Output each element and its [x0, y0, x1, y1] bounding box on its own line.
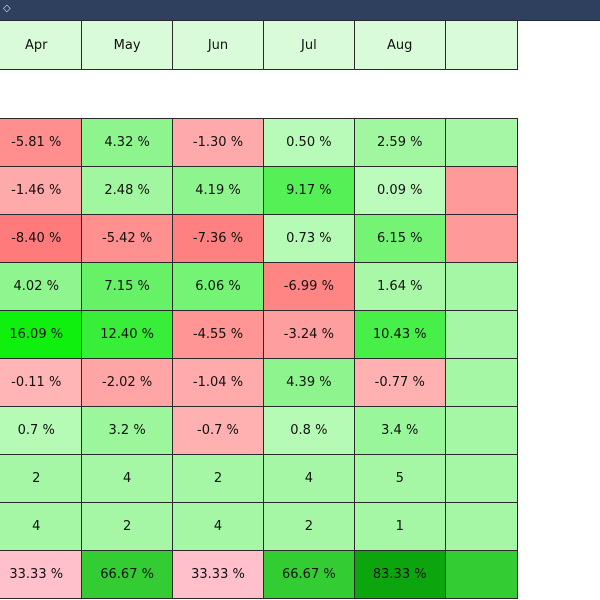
table-cell[interactable]: 83.33 %	[353, 550, 446, 599]
table-cell[interactable]: -1.46 %	[0, 166, 83, 215]
table-cell[interactable]: 6.15 %	[353, 214, 446, 263]
table-cell[interactable]: 2.48 %	[81, 166, 174, 215]
table-cell[interactable]: 0.73 %	[262, 214, 355, 263]
table-cell[interactable]: -6.99 %	[262, 262, 355, 311]
table-cell[interactable]	[444, 262, 519, 311]
table-cell[interactable]: -3.24 %	[262, 310, 355, 359]
column-header[interactable]: Jul	[262, 20, 355, 70]
table-cell[interactable]: -5.42 %	[81, 214, 174, 263]
table-cell[interactable]: -0.7 %	[172, 406, 264, 455]
column-header[interactable]: Jun	[172, 20, 264, 70]
table-cell[interactable]	[444, 550, 519, 599]
table-cell[interactable]: 2	[262, 502, 355, 551]
table-cell[interactable]: 3.4 %	[353, 406, 446, 455]
table-cell[interactable]	[444, 214, 519, 263]
table-cell[interactable]: 12.40 %	[81, 310, 174, 359]
table-cell[interactable]: 66.67 %	[262, 550, 355, 599]
table-row: 16.09 % 12.40 % -4.55 % -3.24 % 10.43 %	[0, 310, 519, 359]
table-cell[interactable]	[444, 502, 519, 551]
table-cell[interactable]: 4.02 %	[0, 262, 83, 311]
table-cell[interactable]: 0.8 %	[262, 406, 355, 455]
table-cell[interactable]: 7.15 %	[81, 262, 174, 311]
table-cell[interactable]: -2.02 %	[81, 358, 174, 407]
table-row: 4.02 % 7.15 % 6.06 % -6.99 % 1.64 %	[0, 262, 519, 311]
table-cell[interactable]: 16.09 %	[0, 310, 83, 359]
table-cell[interactable]: 4.19 %	[172, 166, 264, 215]
table-cell[interactable]	[444, 454, 519, 503]
column-header[interactable]: Apr	[0, 20, 83, 70]
table-cell[interactable]: 10.43 %	[353, 310, 446, 359]
table-cell[interactable]: 66.67 %	[81, 550, 174, 599]
table-cell[interactable]: 2	[0, 454, 83, 503]
table-row: 33.33 % 66.67 % 33.33 % 66.67 % 83.33 %	[0, 550, 519, 599]
table-cell[interactable]: 4	[172, 502, 264, 551]
table-cell[interactable]: 0.7 %	[0, 406, 83, 455]
table-cell[interactable]: -0.11 %	[0, 358, 83, 407]
monthly-returns-table: Apr May Jun Jul Aug -5.81 % 4.32 % -1.30 % 0.50…	[0, 20, 519, 599]
table-row: -8.40 % -5.42 % -7.36 % 0.73 % 6.15 %	[0, 214, 519, 263]
table-cell[interactable]: 2	[81, 502, 174, 551]
table-row: -0.11 % -2.02 % -1.04 % 4.39 % -0.77 %	[0, 358, 519, 407]
table-cell[interactable]: 0.09 %	[353, 166, 446, 215]
table-cell[interactable]: 9.17 %	[262, 166, 355, 215]
month-header-row: Apr May Jun Jul Aug	[0, 20, 519, 70]
table-cell[interactable]	[444, 166, 519, 215]
table-cell[interactable]: -0.77 %	[353, 358, 446, 407]
table-cell[interactable]: 2.59 %	[353, 118, 446, 167]
table-cell[interactable]: 5	[353, 454, 446, 503]
table-cell[interactable]: 33.33 %	[0, 550, 83, 599]
table-cell[interactable]: -5.81 %	[0, 118, 83, 167]
diamond-icon[interactable]: ◇	[3, 3, 11, 14]
table-row: 0.7 % 3.2 % -0.7 % 0.8 % 3.4 %	[0, 406, 519, 455]
table-body: Apr May Jun Jul Aug -5.81 % 4.32 % -1.30 % 0.50…	[0, 20, 519, 599]
table-cell[interactable]: -8.40 %	[0, 214, 83, 263]
table-cell[interactable]: 4	[0, 502, 83, 551]
table-cell[interactable]: 1	[353, 502, 446, 551]
table-cell[interactable]: -1.30 %	[172, 118, 264, 167]
column-header[interactable]: May	[81, 20, 174, 70]
table-row: -5.81 % 4.32 % -1.30 % 0.50 % 2.59 %	[0, 118, 519, 167]
table-row: -1.46 % 2.48 % 4.19 % 9.17 % 0.09 %	[0, 166, 519, 215]
table-cell[interactable]	[444, 358, 519, 407]
table-cell[interactable]: 4	[81, 454, 174, 503]
spacer-cell	[0, 69, 518, 119]
table-cell[interactable]: 4.32 %	[81, 118, 174, 167]
table-cell[interactable]: -1.04 %	[172, 358, 264, 407]
table-cell[interactable]: -4.55 %	[172, 310, 264, 359]
table-cell[interactable]	[444, 406, 519, 455]
spacer-row	[0, 69, 518, 119]
table-cell[interactable]: 4.39 %	[262, 358, 355, 407]
table-cell[interactable]	[444, 310, 519, 359]
table-cell[interactable]: 0.50 %	[262, 118, 355, 167]
table-cell[interactable]: 3.2 %	[81, 406, 174, 455]
column-header[interactable]: Aug	[353, 20, 446, 70]
table-cell[interactable]: -7.36 %	[172, 214, 264, 263]
table-cell[interactable]: 2	[172, 454, 264, 503]
table-cell[interactable]: 6.06 %	[172, 262, 264, 311]
table-cell[interactable]	[444, 118, 519, 167]
column-header[interactable]	[444, 20, 519, 70]
table-cell[interactable]: 33.33 %	[172, 550, 264, 599]
table-cell[interactable]: 1.64 %	[353, 262, 446, 311]
table-cell[interactable]: 4	[262, 454, 355, 503]
window-titlebar: ◇	[0, 0, 600, 21]
